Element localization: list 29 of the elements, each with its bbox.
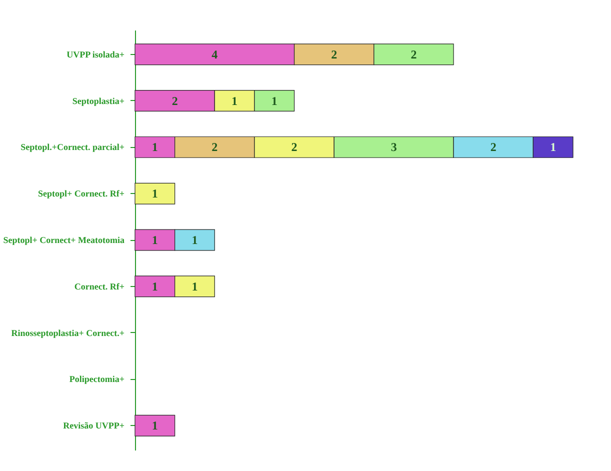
y-tick-label: Septoplastia+ <box>72 96 124 106</box>
data-label: 1 <box>152 186 158 201</box>
data-label: 1 <box>271 94 278 108</box>
y-tick-label: Septopl.+Cornect. parcial+ <box>20 142 124 152</box>
y-tick-label: Rinosseptoplastia+ Cornect.+ <box>11 328 124 338</box>
bar <box>134 182 176 204</box>
data-label: 1 <box>152 418 158 433</box>
y-tick-label: Septopl+ Cornect+ Meatotomia <box>3 235 125 245</box>
data-label: 2 <box>212 140 218 154</box>
y-tick-label: Septopl+ Cornect. Rf+ <box>38 188 124 199</box>
data-label: 1 <box>152 140 158 154</box>
y-tick-label: Revisão UVPP+ <box>63 420 124 431</box>
data-label: 2 <box>172 94 178 108</box>
data-label: 4 <box>212 47 218 62</box>
data-label: 1 <box>192 279 198 294</box>
data-label: 2 <box>331 47 338 62</box>
data-label: 1 <box>152 233 158 247</box>
data-label: 1 <box>550 140 556 154</box>
data-label: 2 <box>490 140 496 154</box>
data-label: 1 <box>232 94 238 108</box>
y-tick-label: Cornect. Rf+ <box>74 281 124 292</box>
data-label: 2 <box>291 140 298 154</box>
bar <box>134 414 176 436</box>
data-label: 1 <box>152 279 158 294</box>
data-label: 3 <box>390 140 397 154</box>
y-tick-label: Polipectomia+ <box>69 374 124 384</box>
data-label: 1 <box>192 233 198 247</box>
data-label: 2 <box>410 47 417 62</box>
y-tick-label: UVPP isolada+ <box>66 49 124 60</box>
